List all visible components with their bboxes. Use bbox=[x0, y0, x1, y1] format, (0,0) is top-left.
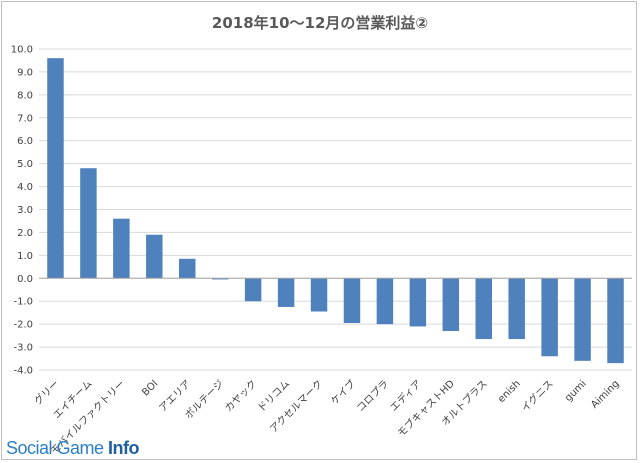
category-label: BOI bbox=[140, 378, 160, 398]
bar bbox=[244, 278, 262, 302]
y-axis-ticks: 10.0 9.0 8.0 7.0 6.0 5.0 4.0 3.0 2.0 1.0 0.0 -1.0 -2… bbox=[11, 45, 33, 377]
bar bbox=[277, 278, 295, 307]
y-tick-label: 8.0 bbox=[17, 90, 33, 101]
y-tick-label: 1.0 bbox=[17, 251, 33, 262]
bar bbox=[310, 278, 328, 312]
site-watermark: Social Game Info bbox=[6, 438, 140, 459]
category-label: enish bbox=[496, 378, 523, 405]
category-label: モブキャストHD bbox=[395, 377, 458, 440]
bar bbox=[541, 278, 558, 357]
y-tick-label: 5.0 bbox=[17, 159, 33, 170]
bar bbox=[475, 278, 492, 340]
category-label: Aiming bbox=[589, 378, 621, 410]
bar bbox=[80, 168, 97, 279]
category-label: ケイブ bbox=[328, 377, 358, 407]
y-tick-label: 10.0 bbox=[11, 45, 33, 56]
category-label: グリー bbox=[31, 377, 61, 407]
bar bbox=[376, 278, 394, 325]
y-tick-label: -4.0 bbox=[13, 366, 33, 377]
bar bbox=[343, 278, 361, 323]
bar bbox=[574, 278, 591, 361]
bar bbox=[146, 234, 163, 279]
y-tick-label: 0.0 bbox=[17, 274, 33, 285]
bar bbox=[442, 278, 460, 332]
bar bbox=[113, 218, 130, 279]
y-tick-label: 9.0 bbox=[17, 67, 33, 78]
chart-title: 2018年10～12月の営業利益② bbox=[212, 14, 428, 32]
y-tick-label: -2.0 bbox=[13, 320, 33, 331]
bars bbox=[47, 58, 624, 364]
category-label: gumi bbox=[563, 378, 589, 404]
y-tick-label: 3.0 bbox=[17, 205, 33, 216]
y-tick-label: 7.0 bbox=[17, 113, 33, 124]
y-tick-label: 4.0 bbox=[17, 182, 33, 193]
y-tick-label: -3.0 bbox=[13, 343, 33, 354]
watermark-prefix: Social Game bbox=[6, 438, 109, 458]
category-label: イグニス bbox=[518, 377, 555, 414]
bar bbox=[607, 278, 624, 364]
bar bbox=[211, 278, 229, 280]
y-tick-label: 6.0 bbox=[17, 136, 33, 147]
bar bbox=[47, 58, 64, 279]
y-tick-label: 2.0 bbox=[17, 228, 33, 239]
y-tick-label: -1.0 bbox=[13, 297, 33, 308]
bar bbox=[508, 278, 525, 340]
bar bbox=[179, 258, 196, 279]
category-label: カヤック bbox=[222, 378, 259, 415]
bar bbox=[409, 278, 427, 327]
category-label: コロプラ bbox=[354, 378, 391, 415]
watermark-strong: Info bbox=[108, 438, 140, 458]
